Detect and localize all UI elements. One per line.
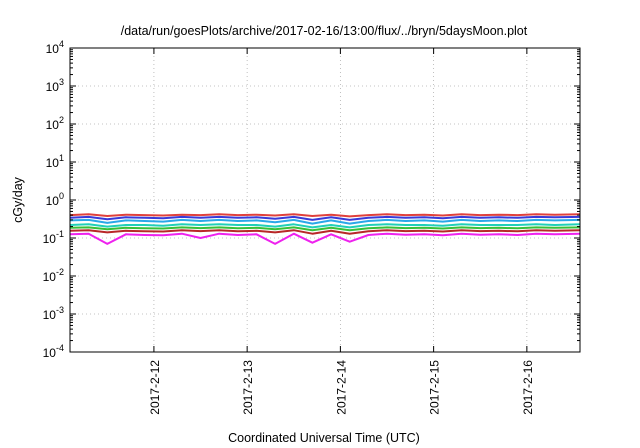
y-tick-label: 10-1 — [43, 229, 64, 246]
series-line — [69, 213, 581, 218]
series-line — [69, 232, 581, 245]
y-tick-label: 10-4 — [43, 343, 64, 360]
y-tick-label: 10-2 — [43, 267, 64, 284]
x-tick-label: 2017-2-13 — [241, 360, 255, 415]
series-line — [69, 218, 581, 225]
x-tick-label: 2017-2-14 — [334, 360, 348, 415]
series-group — [69, 213, 581, 245]
y-tick-label: 100 — [46, 191, 64, 208]
x-tick-label: 2017-2-15 — [428, 360, 442, 415]
y-tick-label: 104 — [46, 39, 64, 56]
series-line — [69, 223, 581, 229]
x-tick-label: 2017-2-12 — [148, 360, 162, 415]
y-tick-label: 102 — [46, 115, 64, 132]
chart-title: /data/run/goesPlots/archive/2017-02-16/1… — [121, 24, 528, 38]
x-tick-label: 2017-2-16 — [521, 360, 535, 415]
x-axis-ticks: 2017-2-12 2017-2-13 2017-2-14 2017-2-15 2017… — [148, 48, 535, 415]
y-tick-label: 103 — [46, 77, 64, 94]
x-axis-label: Coordinated Universal Time (UTC) — [228, 431, 420, 445]
y-axis-label: cGy/day — [11, 176, 25, 223]
series-line — [69, 215, 581, 221]
series-line — [69, 229, 581, 235]
y-tick-label: 101 — [46, 153, 64, 170]
series-line — [69, 226, 581, 232]
grid — [70, 48, 580, 352]
y-tick-label: 10-3 — [43, 305, 64, 322]
y-axis-ticks: 10-4 10-3 10-2 10-1 100 101 102 103 104 — [43, 39, 580, 360]
